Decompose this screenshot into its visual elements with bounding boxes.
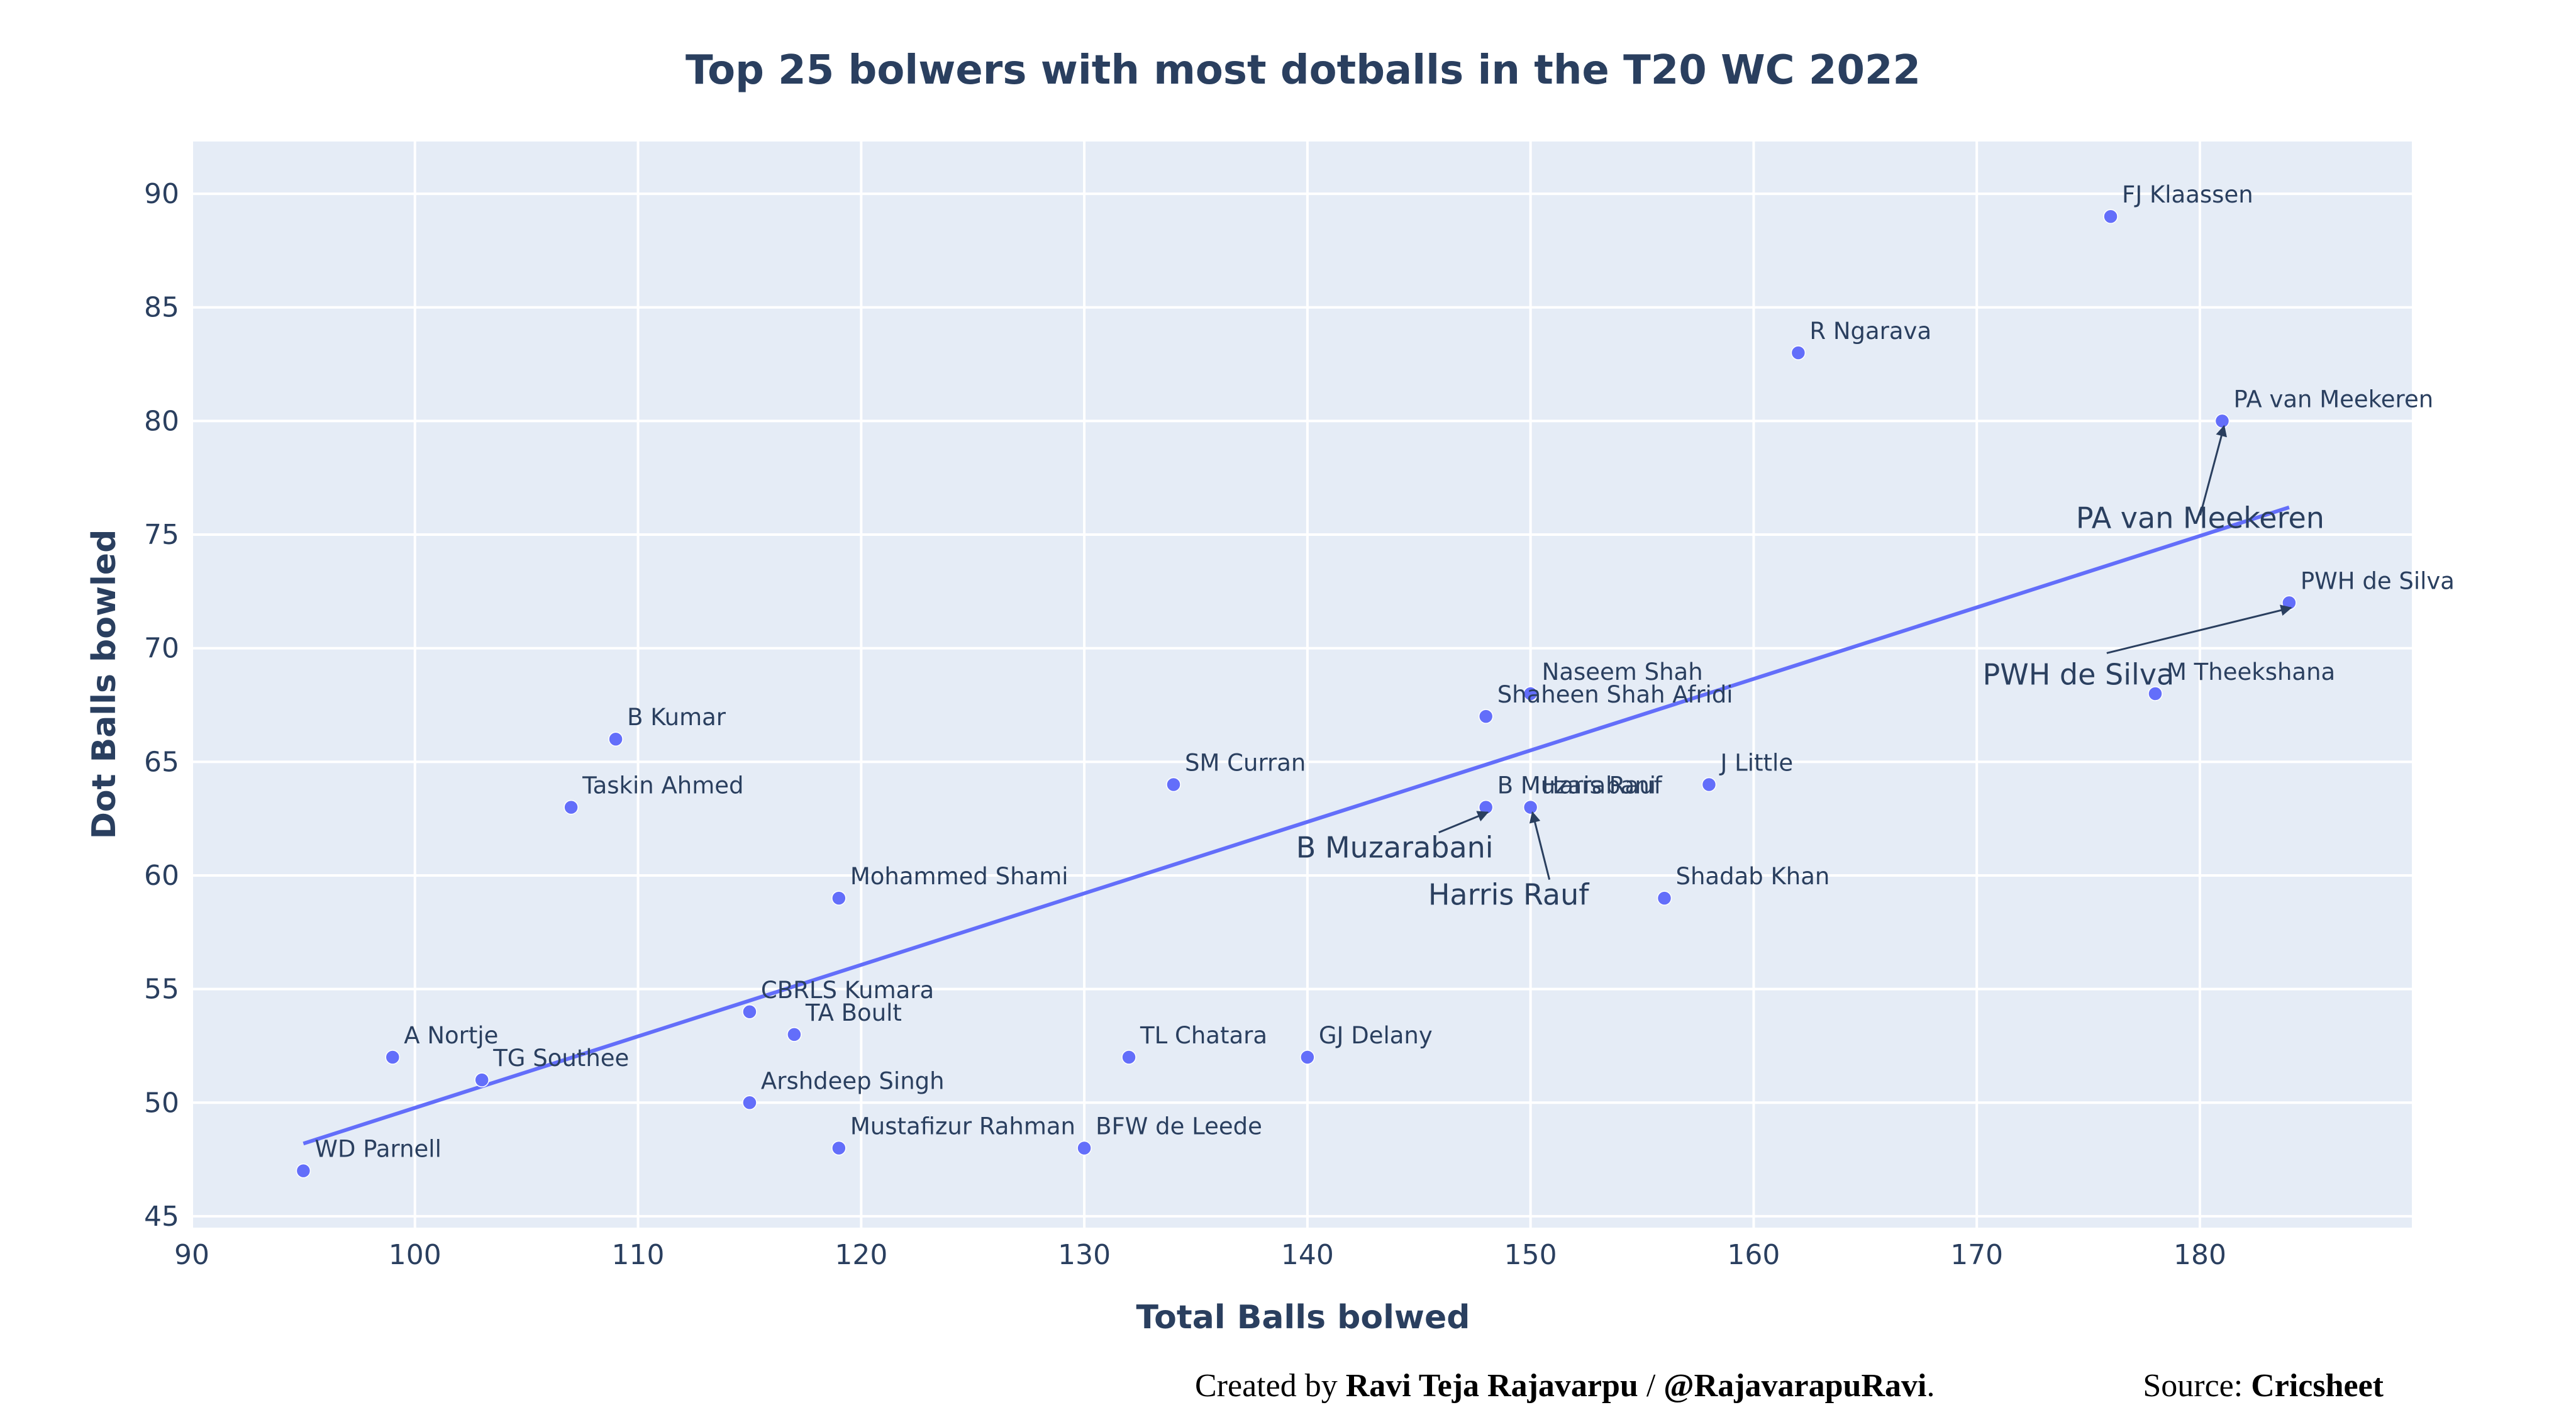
point-label-cbrls-kumara: CBRLS Kumara [761,977,934,1004]
x-tick-label: 170 [1950,1239,2003,1271]
point-taskin-ahmed [564,799,579,815]
x-tick-label: 90 [174,1239,209,1271]
annotation-arrow-harris-rauf [1529,811,1551,880]
point-label-pwh-de-silva: PWH de Silva [2301,567,2455,594]
annotation-arrow-pa-van-meekeren [2199,425,2227,516]
point-haris-rauf [1523,799,1538,815]
credit-suffix: . [1926,1368,1935,1404]
x-tick-label: 140 [1281,1239,1334,1271]
x-tick-label: 160 [1727,1239,1780,1271]
point-j-little [1701,777,1717,792]
chart-title: Top 25 bolwers with most dotballs in the… [686,47,1921,94]
credit-line: Created by Ravi Teja Rajavarpu / @Rajava… [1195,1368,1935,1404]
annotation-arrow-b-muzarabani [1438,811,1489,833]
x-tick-label: 180 [2174,1239,2226,1271]
y-tick-label: 45 [144,1201,179,1233]
annotation-label-pwh-de-silva: PWH de Silva [1983,657,2175,691]
trend-line [303,505,2290,1146]
point-label-naseem-shah: Naseem Shah [1542,658,1703,686]
point-bfw-de-leede [1077,1140,1092,1156]
x-tick-label: 100 [389,1239,441,1271]
point-cbrls-kumara [742,1004,757,1019]
point-label-haris-rauf: Haris Rauf [1542,772,1663,799]
grid-lines [191,142,2412,1228]
data-points [296,209,2297,1179]
point-wd-parnell [296,1163,311,1179]
point-label-m-theekshana: M Theekshana [2167,658,2335,686]
annotation-arrow-pwh-de-silva [2106,604,2292,654]
point-label-b-muzarabani: B Muzarabani [1497,772,1656,799]
y-axis-title: Dot Balls bowled [86,530,123,840]
point-label-ta-boult: TA Boult [805,999,902,1026]
point-sm-curran [1166,777,1181,792]
y-axis-ticks: 45 50 55 60 65 70 75 80 85 90 [144,178,179,1233]
y-tick-label: 55 [144,974,179,1006]
point-label-shadab-khan: Shadab Khan [1676,863,1830,890]
point-label-shaheen-shah-afridi: Shaheen Shah Afridi [1497,681,1733,708]
y-tick-label: 85 [144,292,179,324]
point-arshdeep-singh [742,1095,757,1111]
source-prefix: Source: [2143,1368,2251,1404]
point-tg-southee [474,1072,489,1087]
point-r-ngarava [1790,345,1806,360]
plot-background [192,142,2412,1228]
point-b-kumar [608,731,623,747]
point-a-nortje [385,1050,401,1065]
point-mustafizur-rahman [831,1140,847,1156]
point-shadab-khan [1657,891,1672,906]
y-tick-label: 60 [144,860,179,892]
x-tick-label: 120 [835,1239,887,1271]
point-label-b-kumar: B Kumar [627,704,726,731]
point-naseem-shah [1523,686,1538,701]
point-tl-chatara [1121,1050,1136,1065]
credit-separator: / [1638,1368,1663,1404]
point-label-taskin-ahmed: Taskin Ahmed [582,772,743,799]
y-tick-label: 65 [144,746,179,778]
source-name: Cricsheet [2251,1368,2384,1404]
y-tick-label: 50 [144,1087,179,1119]
source-line: Source: Cricsheet [2143,1368,2384,1404]
annotation-label-harris-rauf: Harris Rauf [1428,878,1590,912]
point-label-sm-curran: SM Curran [1185,749,1306,776]
point-label-bfw-de-leede: BFW de Leede [1096,1113,1262,1140]
point-gj-delany [1300,1050,1315,1065]
point-label-pa-van-meekeren: PA van Meekeren [2233,386,2433,413]
y-tick-label: 70 [144,633,179,665]
point-mohammed-shami [831,891,847,906]
annotation-label-b-muzarabani: B Muzarabani [1296,831,1494,865]
x-axis-ticks: 90 100 110 120 130 140 150 160 170 180 [174,1239,2226,1271]
point-m-theekshana [2148,686,2163,701]
x-tick-label: 130 [1058,1239,1111,1271]
point-fj-klaassen [2103,209,2118,224]
x-axis-title: Total Balls bolwed [1136,1299,1470,1336]
y-tick-label: 80 [144,405,179,437]
point-label-mohammed-shami: Mohammed Shami [850,863,1069,890]
point-label-mustafizur-rahman: Mustafizur Rahman [850,1113,1075,1140]
credit-prefix: Created by [1195,1368,1346,1404]
credit-handle: @RajavarapuRavi [1663,1368,1926,1404]
point-labels: FJ Klaassen R Ngarava PA van Meekeren PWH d… [314,181,2455,1162]
point-label-r-ngarava: R Ngarava [1809,318,1931,345]
annotation-label-pa-van-meekeren: PA van Meekeren [2076,501,2324,535]
point-label-a-nortje: A Nortje [404,1022,498,1049]
point-label-j-little: J Little [1719,749,1793,776]
point-shaheen-shah-afridi [1478,709,1494,724]
x-tick-label: 110 [612,1239,665,1271]
point-ta-boult [787,1027,802,1042]
point-label-gj-delany: GJ Delany [1319,1022,1433,1049]
point-label-tg-southee: TG Southee [492,1045,629,1072]
x-tick-label: 150 [1504,1239,1557,1271]
point-label-wd-parnell: WD Parnell [314,1136,441,1163]
y-tick-label: 90 [144,178,179,210]
credit-author: Ravi Teja Rajavarpu [1346,1368,1638,1404]
point-label-fj-klaassen: FJ Klaassen [2122,181,2253,208]
point-label-arshdeep-singh: Arshdeep Singh [761,1067,945,1094]
y-tick-label: 75 [144,519,179,551]
point-label-tl-chatara: TL Chatara [1140,1022,1267,1049]
point-pa-van-meekeren [2214,413,2230,429]
